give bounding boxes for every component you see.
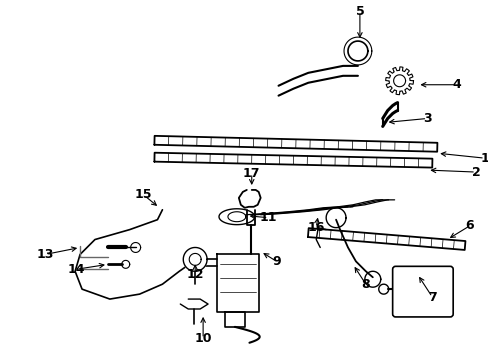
Text: 10: 10 — [194, 332, 211, 345]
Text: 3: 3 — [422, 112, 431, 125]
Text: 2: 2 — [470, 166, 479, 179]
Text: 8: 8 — [361, 278, 369, 291]
Text: 7: 7 — [427, 291, 436, 303]
Text: 9: 9 — [272, 255, 280, 268]
Text: 5: 5 — [355, 5, 364, 18]
Text: 11: 11 — [259, 211, 277, 224]
Text: 12: 12 — [186, 268, 203, 281]
Text: 13: 13 — [37, 248, 54, 261]
FancyBboxPatch shape — [392, 266, 452, 317]
Text: 15: 15 — [135, 188, 152, 201]
Text: 17: 17 — [243, 167, 260, 180]
Polygon shape — [183, 247, 206, 271]
Text: 6: 6 — [465, 219, 473, 232]
Text: 14: 14 — [67, 263, 85, 276]
Text: 1: 1 — [480, 152, 488, 165]
Text: 4: 4 — [452, 78, 461, 91]
Polygon shape — [347, 41, 367, 61]
Text: 16: 16 — [307, 221, 324, 234]
